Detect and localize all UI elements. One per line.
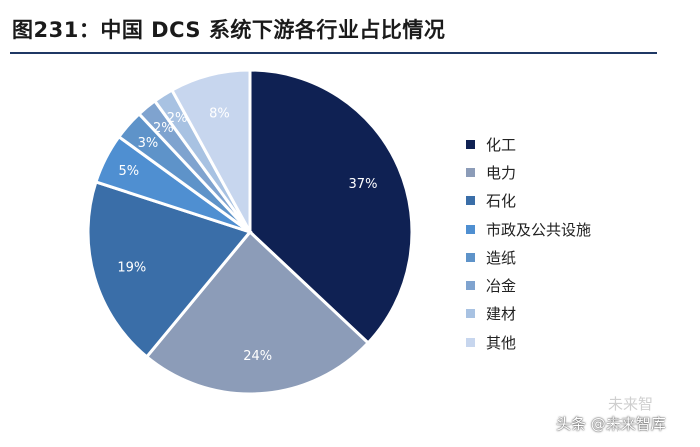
pie-data-label-3: 19% [117,260,146,275]
chart-title: 图231：中国 DCS 系统下游各行业占比情况 [12,18,446,42]
legend-swatch [466,337,475,347]
watermark: 未来智库 头条 @未来智库 [556,395,666,434]
legend-swatch [466,281,475,291]
legend-item-8: 其他 [466,328,591,356]
legend-label: 冶金 [486,277,517,296]
legend-label: 其他 [486,333,517,352]
legend-item-7: 建材 [466,300,591,328]
pie-slice-1 [248,68,414,346]
legend-swatch [466,167,475,177]
legend-swatch [466,224,475,234]
legend: 化工电力石化市政及公共设施 造纸冶金建材其他 [466,130,591,356]
pie-slice-2 [144,229,371,396]
title-underline [10,52,657,54]
legend-item-3: 石化 [466,187,591,215]
legend-item-5: 造纸 [466,243,591,271]
legend-item-6: 冶金 [466,271,591,299]
pie-data-label-1: 37% [349,177,378,192]
pie-data-label-8: 8% [209,107,230,122]
legend-label: 石化 [486,192,517,211]
legend-swatch [466,196,475,206]
legend-swatch [466,309,475,319]
pie-data-label-2: 24% [243,349,272,364]
pie-slice-8 [169,68,252,233]
legend-label: 建材 [486,305,517,324]
legend-item-2: 电力 [466,158,591,186]
watermark-brand: 未来智库 [608,395,654,434]
legend-item-1: 化工 [466,130,591,158]
pie-data-label-7: 2% [167,111,188,126]
pie-slice-3 [86,180,253,359]
legend-label: 化工 [486,135,517,154]
legend-swatch [466,139,475,149]
legend-item-4: 市政及公共设施 [466,215,591,243]
legend-swatch [466,252,475,262]
watermark-source: 头条 @未来智库 [556,415,666,433]
legend-label: 市政及公共设施 [486,220,592,239]
pie-data-label-5: 3% [138,136,159,151]
pie-data-label-6: 2% [153,121,174,136]
legend-label: 电力 [486,163,517,182]
pie-data-label-4: 5% [118,164,139,179]
legend-label: 造纸 [486,248,517,267]
